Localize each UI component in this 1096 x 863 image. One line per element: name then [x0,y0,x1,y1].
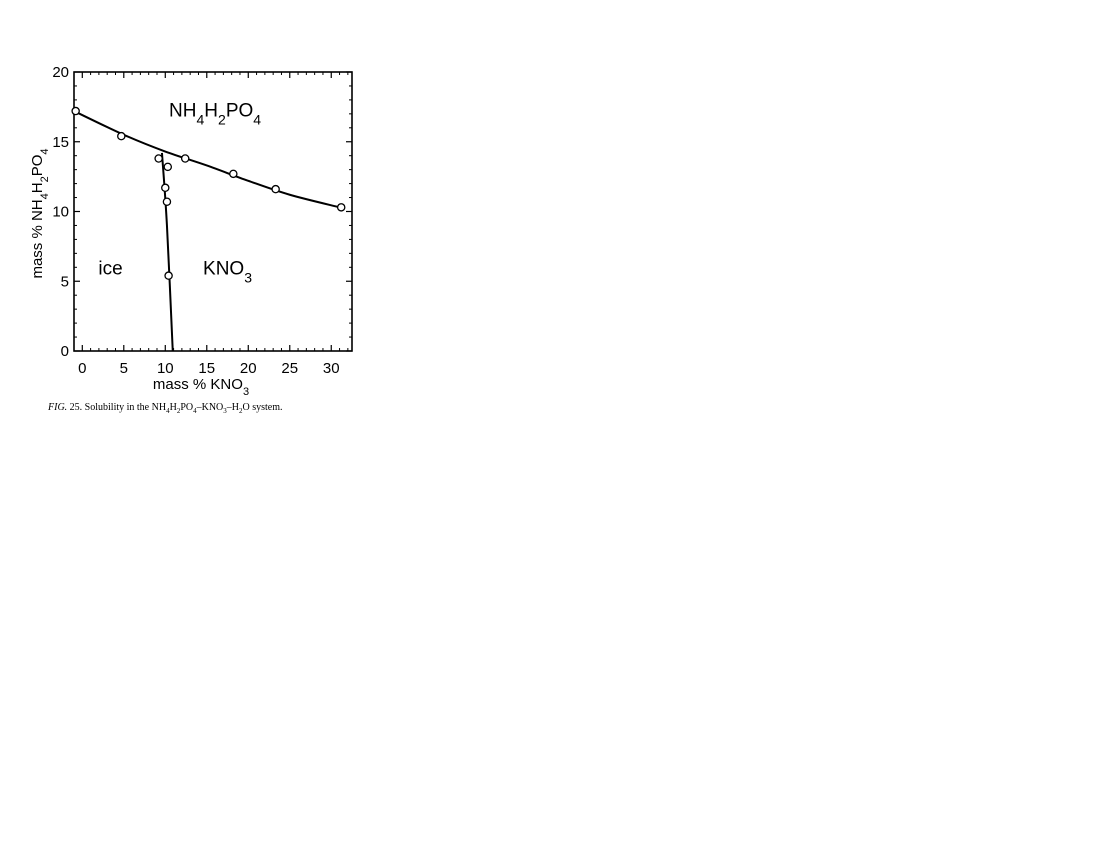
data-point-s1-2 [162,197,172,206]
x-tick-label-30: 30 [323,360,340,377]
x-tick-label-0: 0 [78,360,86,377]
curve-0 [73,110,340,209]
region-label-1: ice [98,258,122,279]
region-label-2: KNO3 [203,258,252,285]
figure: 0 5 10 15 20 25 30 0 5 10 15 20 mass % KNO3 mass % NH… [0,0,380,430]
data-point-s1-3 [164,271,173,280]
y-tick-label-20: 20 [52,64,69,81]
data-point-s0-2 [154,154,163,163]
data-point-s0-0 [71,106,80,116]
figure-caption: FIG. 25. Solubility in the NH4H2PO4–KNO3… [48,402,283,415]
x-tick-label-15: 15 [198,360,215,377]
y-tick-label-15: 15 [52,134,69,151]
data-point-s0-6 [336,203,346,212]
y-axis-title: mass % NH4H2PO4 [29,148,51,278]
data-point-s1-0 [163,162,173,172]
data-point-s0-3 [180,154,190,163]
caption-fig-number: FIG. [48,402,68,413]
data-point-s0-5 [271,184,280,194]
y-tick-label-10: 10 [52,204,69,221]
x-tick-label-5: 5 [120,360,128,377]
x-tick-label-25: 25 [281,360,298,377]
data-point-s1-1 [161,183,170,193]
x-tick-label-10: 10 [157,360,174,377]
y-tick-label-5: 5 [61,273,69,290]
data-point-s0-4 [229,169,238,179]
x-axis-title: mass % KNO3 [153,376,249,398]
y-tick-label-0: 0 [61,343,69,360]
region-label-0: NH4H2PO4 [169,101,261,128]
data-point-s0-1 [117,131,126,141]
x-tick-label-20: 20 [240,360,257,377]
caption-text: 25. Solubility in the NH4H2PO4–KNO3–H2O … [69,402,283,415]
curve-1 [160,152,174,352]
